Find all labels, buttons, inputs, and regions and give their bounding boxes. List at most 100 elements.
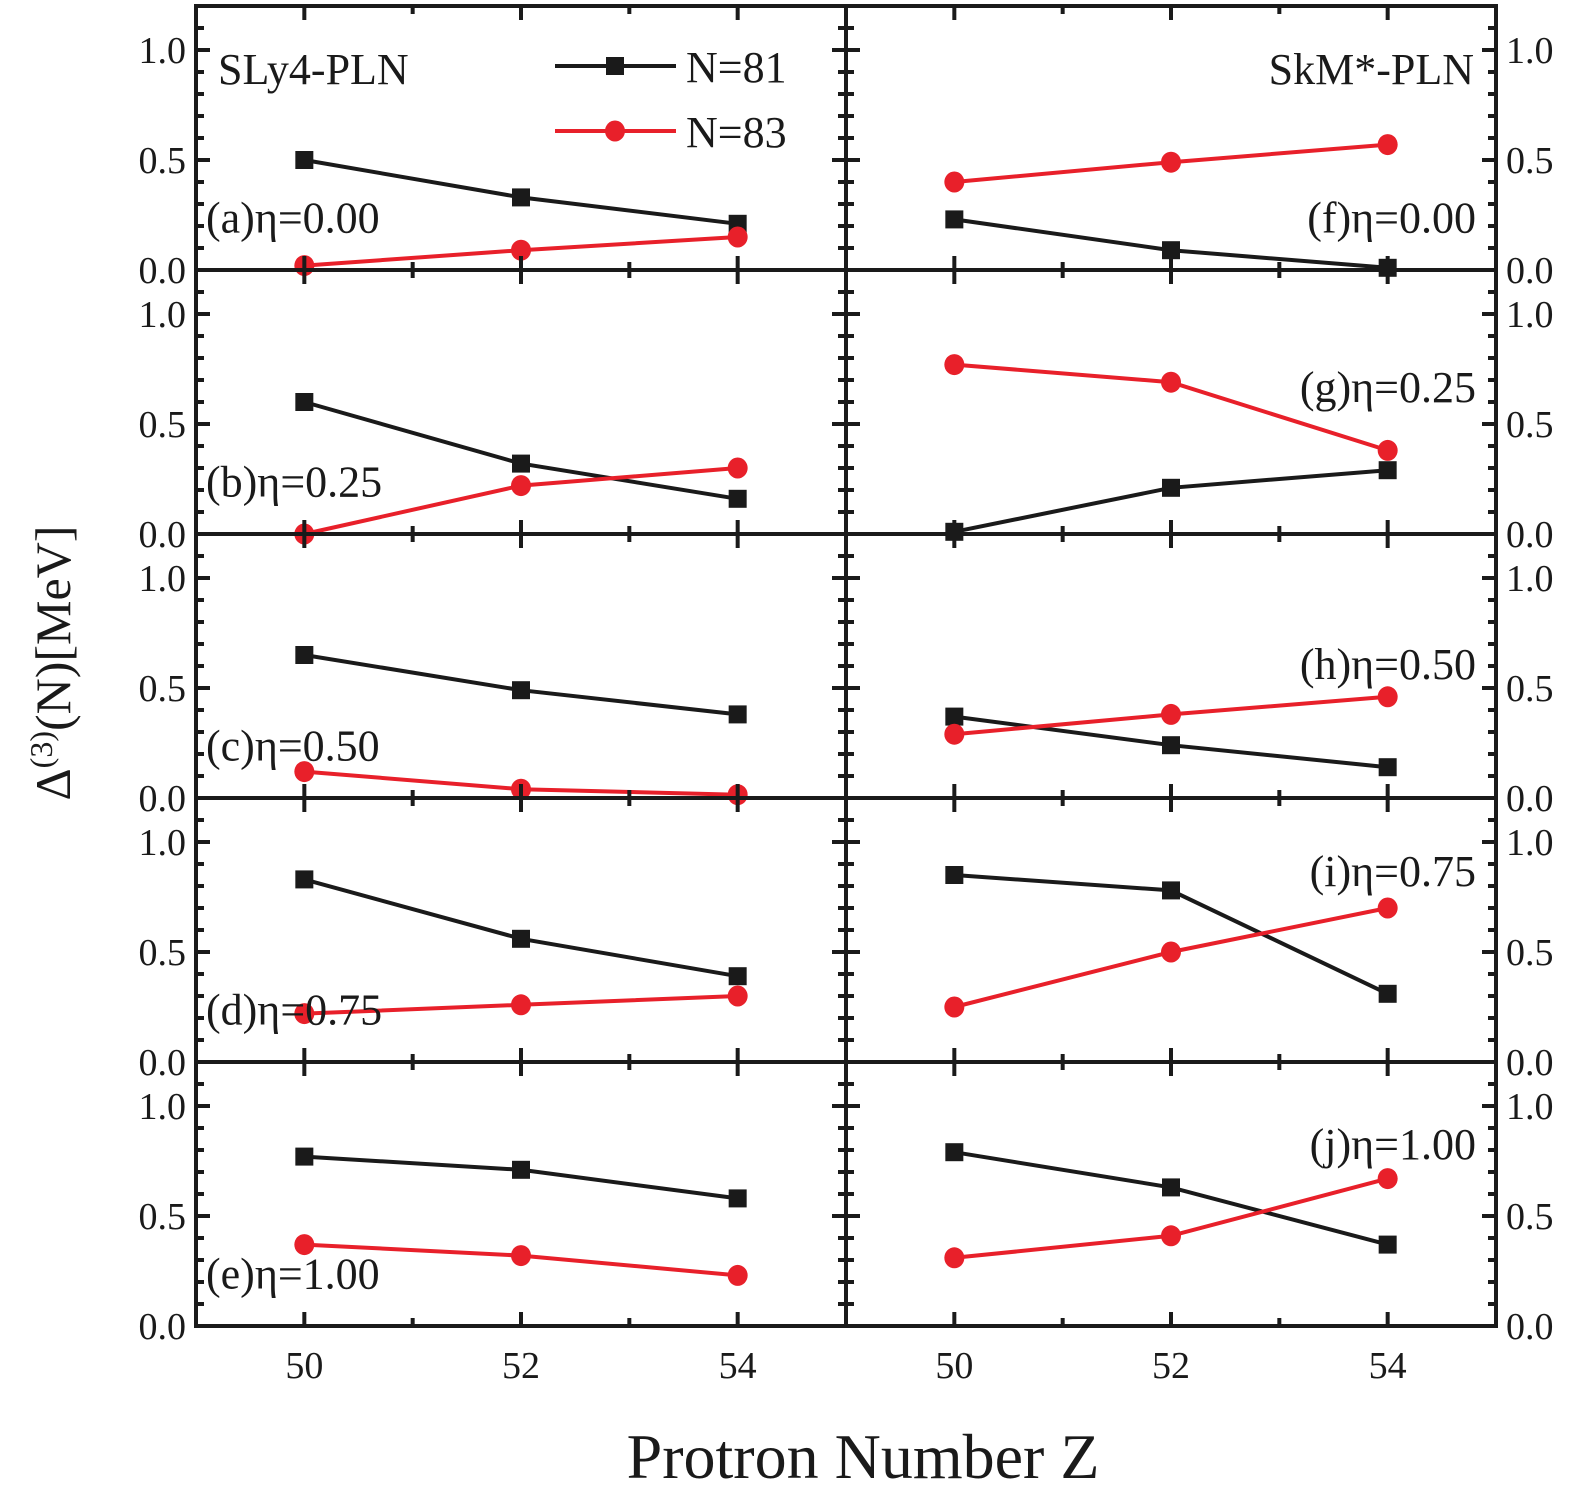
panel-label-g: (g)η=0.25 (1300, 363, 1476, 412)
data-point-circle (511, 239, 531, 261)
data-point-square (1378, 1235, 1397, 1254)
y-axis-title-delta: Δ (25, 768, 81, 800)
y-tick-label: 0.0 (1506, 1306, 1554, 1348)
data-point-circle (727, 457, 748, 479)
data-point-square (295, 646, 314, 664)
x-tick-label: 52 (502, 1345, 540, 1387)
data-point-circle (1161, 703, 1181, 725)
x-axis-title: Protron Number Z (627, 1421, 1100, 1492)
x-tick-label: 50 (935, 1345, 973, 1387)
data-point-circle (1377, 897, 1398, 919)
y-tick-label: 0.0 (139, 514, 187, 556)
data-point-square (728, 1189, 747, 1208)
y-axis-title: Δ(3)(N)[MeV] (23, 526, 81, 801)
data-point-circle (1161, 1225, 1181, 1247)
model-label-0: SLy4-PLN (218, 45, 409, 94)
series-line-N81-d (303, 877, 739, 979)
y-tick-label: 0.0 (1506, 778, 1554, 820)
data-point-circle (294, 761, 315, 783)
y-tick-label: 0.5 (1506, 1196, 1554, 1238)
panel-c: (c)η=0.50 (206, 646, 748, 806)
data-point-circle (944, 354, 965, 376)
model-label-1: SkM*-PLN (1269, 45, 1474, 94)
y-tick-label: 0.0 (139, 250, 187, 292)
y-tick-label: 0.5 (139, 404, 187, 446)
x-tick-label: 54 (719, 1345, 757, 1387)
data-point-circle (1161, 941, 1181, 963)
data-point-circle (727, 226, 748, 248)
y-tick-label: 1.0 (1506, 822, 1554, 864)
y-tick-label: 0.5 (139, 1196, 187, 1238)
panel-a: (a)η=0.00 (206, 151, 748, 277)
data-point-square (1378, 461, 1397, 480)
y-tick-label: 1.0 (1506, 294, 1554, 336)
data-point-square (512, 454, 530, 473)
y-tick-label: 0.0 (1506, 514, 1554, 556)
data-point-circle (1161, 371, 1181, 393)
data-point-square (512, 1160, 530, 1179)
data-point-circle (511, 1245, 531, 1267)
panel-b: (b)η=0.25 (206, 393, 748, 545)
y-axis-title-superscript: (3) (23, 731, 59, 768)
y-tick-label: 1.0 (139, 294, 187, 336)
y-tick-label: 0.5 (139, 668, 187, 710)
data-point-square (945, 866, 964, 884)
y-tick-label: 1.0 (1506, 1086, 1554, 1128)
data-point-square (945, 1143, 964, 1162)
data-point-circle (944, 723, 965, 745)
y-tick-label: 1.0 (1506, 558, 1554, 600)
panel-frame (844, 796, 1498, 1064)
y-tick-label: 1.0 (1506, 30, 1554, 72)
y-axis-title-rest: (N)[MeV] (25, 526, 81, 731)
panel-h: (h)η=0.50 (944, 640, 1476, 777)
data-point-square (945, 707, 964, 726)
x-tick-label: 52 (1152, 1345, 1190, 1387)
data-point-square (728, 489, 747, 508)
data-point-circle (1161, 151, 1181, 173)
panel-j: (j)η=1.00 (944, 1120, 1476, 1269)
data-point-circle (727, 985, 748, 1007)
panel-label-e: (e)η=1.00 (206, 1250, 380, 1299)
data-point-circle (1377, 686, 1398, 708)
data-point-square (1162, 881, 1180, 900)
panels-layer: (a)η=0.00 (b)η=0.25 (c)η=0.50 (d)η=0.75 (e)η… (206, 134, 1476, 1299)
panel-g: (g)η=0.25 (944, 354, 1476, 541)
y-tick-label: 0.5 (1506, 140, 1554, 182)
data-point-square (1162, 241, 1180, 260)
legend-marker-square (606, 57, 624, 75)
panel-label-h: (h)η=0.50 (1300, 640, 1476, 689)
y-tick-label: 1.0 (139, 822, 187, 864)
frame-layer: 0.00.51.00.00.51.00.00.51.00.00.51.00.00… (139, 4, 1554, 1387)
y-tick-label: 0.5 (1506, 668, 1554, 710)
y-tick-label: 0.0 (1506, 250, 1554, 292)
panel-label-j: (j)η=1.00 (1310, 1120, 1476, 1169)
panel-label-b: (b)η=0.25 (206, 458, 382, 507)
legend-label-1: N=83 (686, 108, 787, 157)
data-point-square (295, 151, 314, 169)
y-tick-label: 0.5 (1506, 932, 1554, 974)
data-point-square (1378, 758, 1397, 777)
data-point-circle (511, 475, 531, 497)
data-point-square (728, 705, 747, 724)
y-tick-label: 0.5 (139, 140, 187, 182)
legend-marker-circle (605, 120, 625, 142)
y-tick-label: 1.0 (139, 1086, 187, 1128)
panel-label-f: (f)η=0.00 (1307, 194, 1476, 243)
panel-i: (i)η=0.75 (944, 847, 1476, 1018)
y-tick-label: 0.0 (139, 1042, 187, 1084)
legend: N=81 N=83 (555, 43, 787, 157)
panel-f: (f)η=0.00 (944, 134, 1476, 277)
panel-label-c: (c)η=0.50 (206, 722, 380, 771)
data-point-circle (944, 171, 965, 193)
panel-label-d: (d)η=0.75 (206, 986, 382, 1035)
y-tick-label: 1.0 (139, 30, 187, 72)
data-point-square (1162, 478, 1180, 497)
panel-d: (d)η=0.75 (206, 870, 748, 1035)
data-point-square (512, 188, 530, 207)
data-point-circle (294, 1234, 315, 1256)
data-point-square (1162, 736, 1180, 755)
panel-e: (e)η=1.00 (206, 1147, 748, 1299)
y-tick-label: 0.0 (139, 1306, 187, 1348)
data-point-square (295, 1147, 314, 1166)
